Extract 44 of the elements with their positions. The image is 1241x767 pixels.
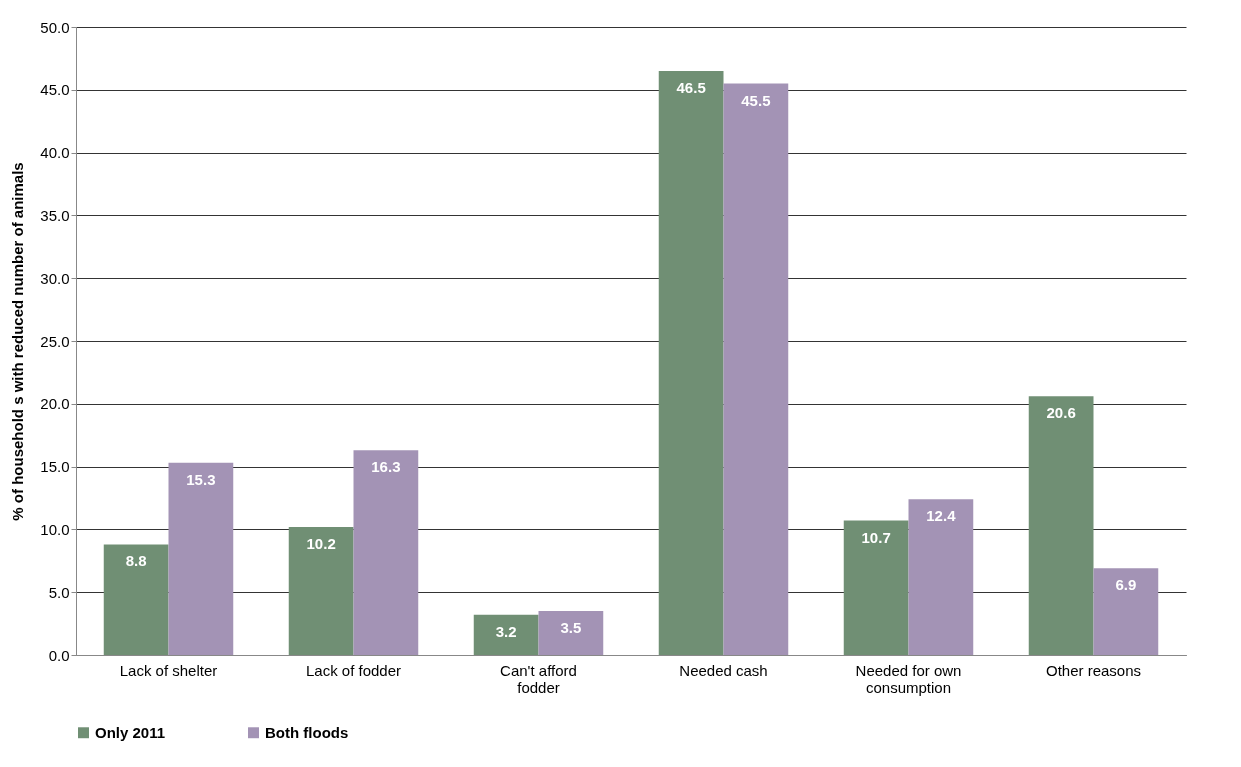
- data-label: 6.9: [1115, 576, 1137, 594]
- bar: [473, 614, 539, 655]
- data-label: 3.5: [560, 619, 582, 637]
- x-tick-label: Lack of shelter: [119, 661, 218, 679]
- x-tick-label: Lack of fodder: [305, 661, 402, 679]
- data-label: 10.2: [306, 534, 336, 552]
- y-tick-label: 20.0: [40, 395, 70, 413]
- y-tick-label: 35.0: [40, 206, 70, 224]
- x-tick-label: Other reasons: [1045, 661, 1142, 679]
- y-tick-label: 10.0: [40, 520, 70, 538]
- y-tick-label: 5.0: [48, 583, 70, 601]
- x-tick-label: Needed cash: [679, 661, 768, 679]
- data-label: 8.8: [125, 552, 147, 570]
- y-tick-label: 30.0: [40, 269, 70, 287]
- bar: [1093, 568, 1159, 655]
- bar: [843, 520, 909, 655]
- data-label: 12.4: [926, 507, 957, 525]
- y-tick-label: 0.0: [48, 646, 70, 664]
- data-label: 15.3: [186, 470, 216, 488]
- data-label: 3.2: [495, 622, 517, 640]
- bar: [658, 70, 724, 655]
- y-tick-label: 15.0: [40, 458, 70, 476]
- data-label: 46.5: [676, 78, 706, 96]
- data-label: 45.5: [741, 91, 771, 109]
- bar: [723, 83, 789, 655]
- bar: [908, 499, 974, 655]
- y-axis-title: % of household s with reduced number of animals: [9, 162, 27, 521]
- bar: [538, 611, 604, 655]
- data-label: 10.7: [861, 528, 891, 546]
- legend-label: Both floods: [265, 723, 349, 741]
- bar: [353, 450, 419, 655]
- y-tick-label: 45.0: [40, 81, 70, 99]
- data-label: 16.3: [371, 458, 401, 476]
- bar: [288, 526, 354, 655]
- y-tick-label: 25.0: [40, 332, 70, 350]
- x-tick-label: Can't afford fodder: [500, 661, 577, 696]
- legend-label: Only 2011: [95, 723, 166, 741]
- y-tick-label: 40.0: [40, 144, 70, 162]
- bar: [103, 544, 169, 655]
- y-tick-label: 50.0: [40, 18, 70, 36]
- bar: [168, 462, 234, 655]
- data-label: 20.6: [1046, 404, 1076, 422]
- bar: [1028, 396, 1094, 655]
- x-tick-label: Needed for own consumption: [855, 661, 962, 696]
